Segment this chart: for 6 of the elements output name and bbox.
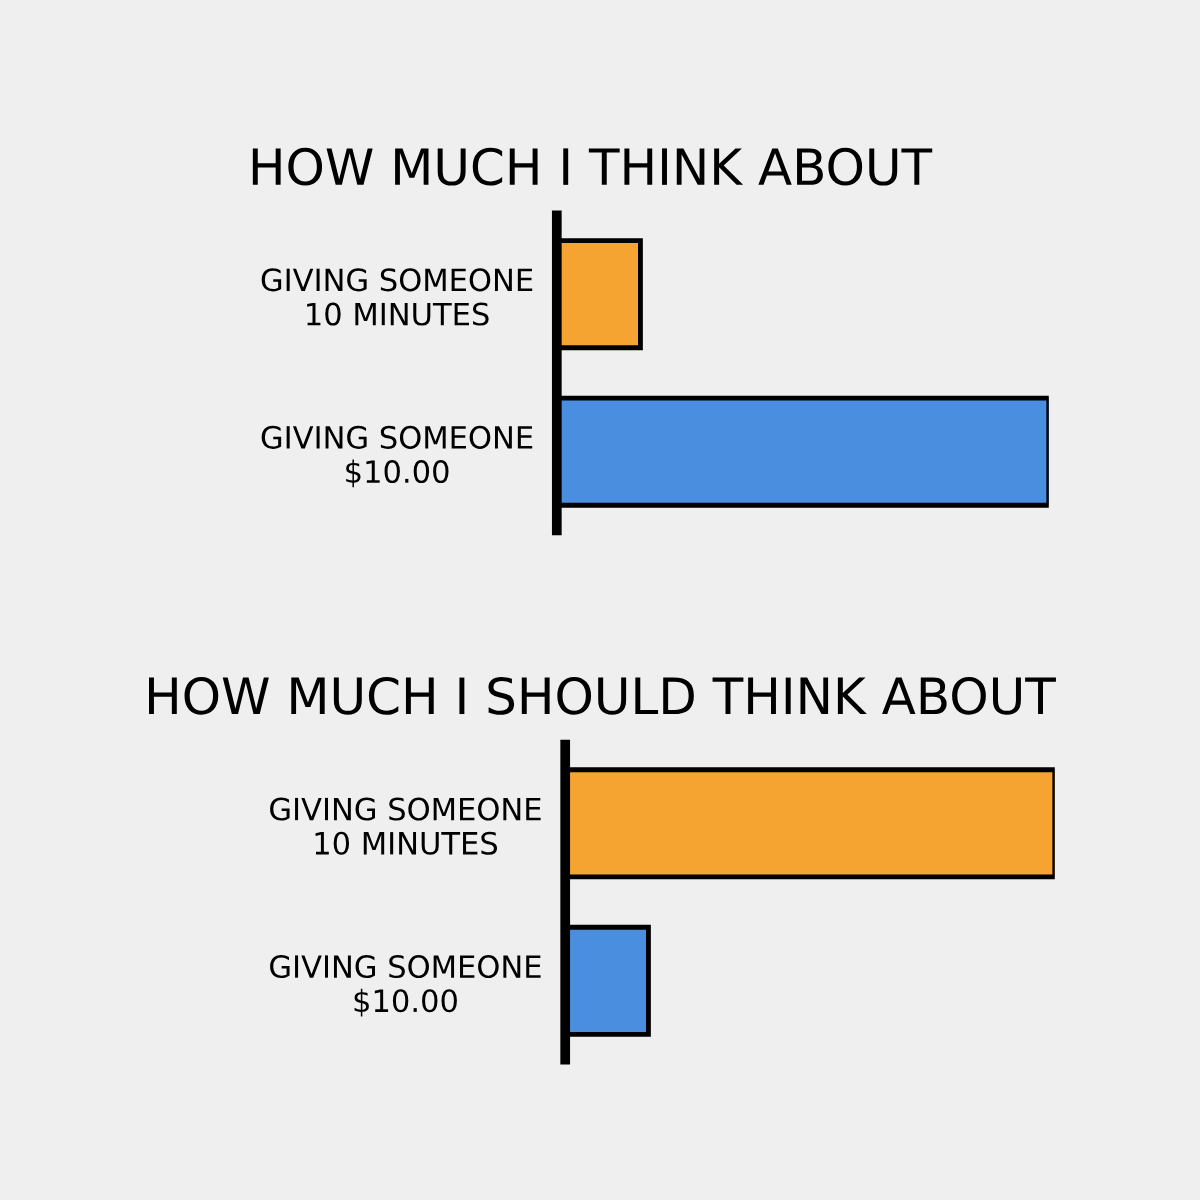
y-tick-label: GIVING SOMEONE 10 MINUTES: [270, 797, 541, 855]
y-tick-label: GIVING SOMEONE $10.00: [261, 425, 533, 488]
chart-title: HOW MUCH I THINK ABOUT: [252, 147, 933, 186]
y-tick-label: GIVING SOMEONE $10.00: [270, 954, 541, 1017]
chart-title: HOW MUCH I SHOULD THINK ABOUT: [149, 676, 1056, 715]
y-tick-label: GIVING SOMEONE 10 MINUTES: [261, 268, 533, 326]
